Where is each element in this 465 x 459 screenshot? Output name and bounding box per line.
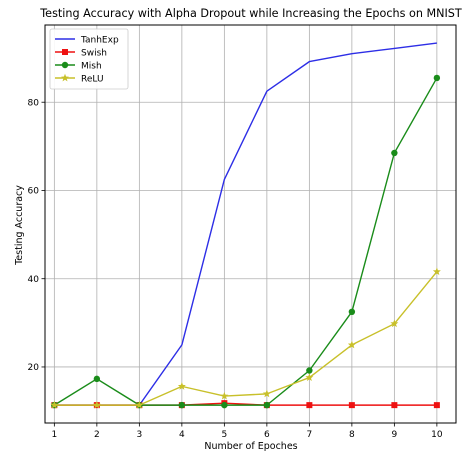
legend-marker-mish — [61, 61, 69, 69]
data-point-relu — [347, 340, 356, 349]
x-tick-label: 1 — [51, 430, 57, 440]
plot-frame — [44, 24, 457, 424]
x-tick-label: 5 — [221, 430, 227, 440]
x-axis-label: Number of Epoches — [204, 441, 297, 452]
data-point-mish — [391, 149, 398, 157]
series-tanhexp — [54, 42, 437, 406]
x-tick-label: 10 — [431, 430, 443, 440]
data-point-mish — [348, 308, 356, 316]
data-point-mish — [433, 74, 441, 82]
legend-label-mish: Mish — [81, 61, 102, 71]
x-tick-label: 2 — [94, 430, 100, 440]
legend-label-swish: Swish — [81, 48, 107, 58]
data-point-mish — [263, 401, 271, 409]
series-line-mish — [53, 77, 438, 406]
data-point-relu — [220, 391, 229, 400]
data-point-relu — [432, 267, 441, 276]
chart-title: Testing Accuracy with Alpha Dropout whil… — [39, 7, 462, 20]
legend-marker-swish — [62, 49, 68, 55]
series-layer — [50, 42, 441, 409]
data-point-swish — [348, 402, 355, 409]
data-point-swish — [306, 402, 313, 409]
data-point-relu — [177, 382, 186, 390]
data-point-relu — [305, 373, 314, 381]
series-line-tanhexp — [54, 42, 437, 406]
legend-box — [49, 28, 129, 90]
y-tick-label: 20 — [28, 363, 40, 373]
legend: TanhExp Swish Mish ReLU — [49, 28, 129, 90]
x-tick-label: 3 — [136, 430, 142, 440]
x-tick-label: 8 — [349, 430, 355, 440]
series-line-relu — [54, 271, 438, 406]
data-point-relu — [390, 319, 399, 328]
axis-ticks: 1 2 3 4 5 6 7 8 9 10 20 40 60 80 — [28, 98, 443, 440]
x-tick-label: 9 — [392, 430, 398, 440]
legend-entry-mish: Mish — [55, 61, 102, 71]
data-point-mish — [221, 401, 228, 409]
data-point-swish — [433, 402, 440, 409]
data-point-relu — [262, 389, 271, 398]
series-swish — [51, 400, 440, 409]
data-point-mish — [93, 375, 101, 383]
y-tick-label: 40 — [28, 275, 40, 285]
legend-entry-tanhexp: TanhExp — [55, 35, 119, 45]
x-tick-label: 7 — [306, 430, 312, 440]
x-tick-label: 6 — [264, 430, 270, 440]
series-mish — [51, 74, 441, 409]
legend-label-relu: ReLU — [81, 74, 104, 84]
data-point-mish — [178, 401, 186, 409]
data-point-relu — [135, 400, 144, 409]
y-tick-label: 80 — [28, 98, 40, 108]
data-point-mish — [306, 367, 313, 374]
y-tick-label: 60 — [28, 187, 40, 197]
y-axis-label: Testing Accuracy — [14, 185, 25, 266]
legend-entry-swish: Swish — [55, 48, 107, 58]
legend-label-tanhexp: TanhExp — [80, 35, 119, 45]
legend-entry-relu: ReLU — [55, 73, 104, 84]
data-point-relu — [50, 400, 59, 409]
legend-marker-relu — [61, 73, 69, 82]
data-point-swish — [391, 402, 398, 409]
data-point-relu — [92, 400, 101, 409]
series-relu — [50, 267, 441, 409]
x-tick-label: 4 — [179, 430, 185, 440]
